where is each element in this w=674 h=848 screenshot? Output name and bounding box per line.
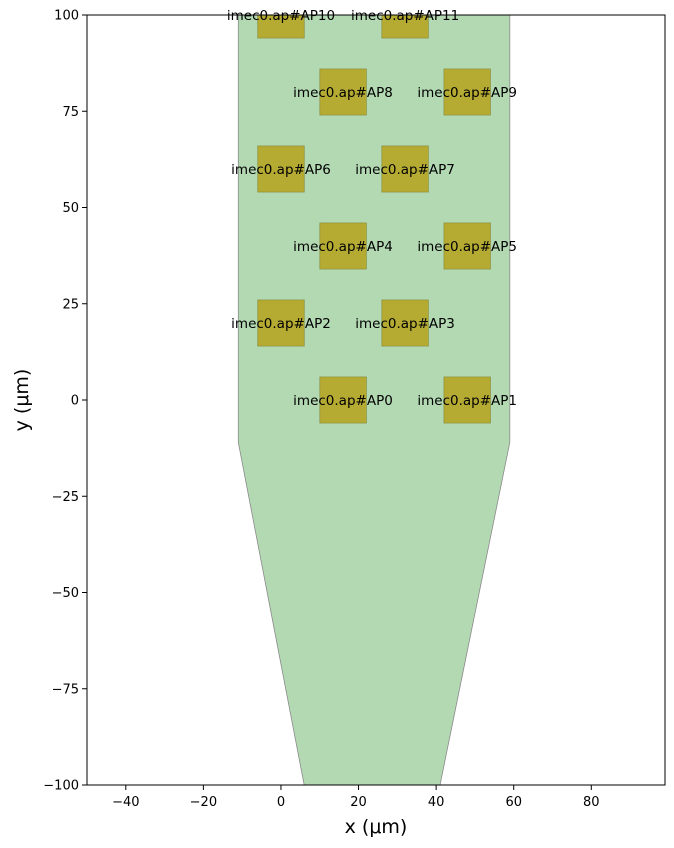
y-tick-label: −75 bbox=[52, 682, 79, 697]
y-tick-label: 0 bbox=[71, 394, 79, 409]
contact-2 bbox=[257, 299, 305, 347]
contact-label-4: imec0.ap#AP4 bbox=[293, 239, 393, 255]
contact-8 bbox=[319, 68, 367, 116]
contact-label-11: imec0.ap#AP11 bbox=[351, 8, 459, 24]
y-tick-label: 75 bbox=[62, 105, 79, 120]
y-tick-label: −25 bbox=[52, 490, 79, 505]
y-tick-label: 25 bbox=[62, 297, 79, 312]
x-tick-label: 20 bbox=[350, 795, 367, 810]
x-tick-label: 80 bbox=[583, 795, 600, 810]
contact-label-10: imec0.ap#AP10 bbox=[227, 8, 335, 24]
contact-4 bbox=[319, 222, 367, 270]
contact-0 bbox=[319, 376, 367, 424]
contact-9 bbox=[443, 68, 491, 116]
contact-5 bbox=[443, 222, 491, 270]
probe-shank bbox=[237, 15, 511, 785]
x-axis-label: x (μm) bbox=[345, 816, 408, 838]
contact-label-2: imec0.ap#AP2 bbox=[231, 316, 331, 332]
contact-6 bbox=[257, 145, 305, 193]
x-tick-label: −40 bbox=[112, 795, 139, 810]
contact-label-0: imec0.ap#AP0 bbox=[293, 393, 393, 409]
y-axis-label: y (μm) bbox=[11, 369, 33, 432]
contact-label-8: imec0.ap#AP8 bbox=[293, 85, 393, 101]
y-tick-label: 50 bbox=[62, 201, 79, 216]
contact-3 bbox=[381, 299, 429, 347]
contact-label-7: imec0.ap#AP7 bbox=[355, 162, 455, 178]
x-tick-label: 40 bbox=[428, 795, 445, 810]
contact-10 bbox=[257, 15, 305, 39]
contact-11 bbox=[381, 15, 429, 39]
x-tick-label: −20 bbox=[190, 795, 217, 810]
contact-label-5: imec0.ap#AP5 bbox=[417, 239, 517, 255]
contact-label-9: imec0.ap#AP9 bbox=[417, 85, 517, 101]
contact-label-3: imec0.ap#AP3 bbox=[355, 316, 455, 332]
y-tick-label: −100 bbox=[43, 779, 79, 794]
contact-label-6: imec0.ap#AP6 bbox=[231, 162, 331, 178]
contact-7 bbox=[381, 145, 429, 193]
y-tick-label: 100 bbox=[54, 9, 79, 24]
x-tick-label: 0 bbox=[277, 795, 285, 810]
contact-label-1: imec0.ap#AP1 bbox=[417, 393, 517, 409]
contact-1 bbox=[443, 376, 491, 424]
y-tick-label: −50 bbox=[52, 586, 79, 601]
x-tick-label: 60 bbox=[505, 795, 522, 810]
